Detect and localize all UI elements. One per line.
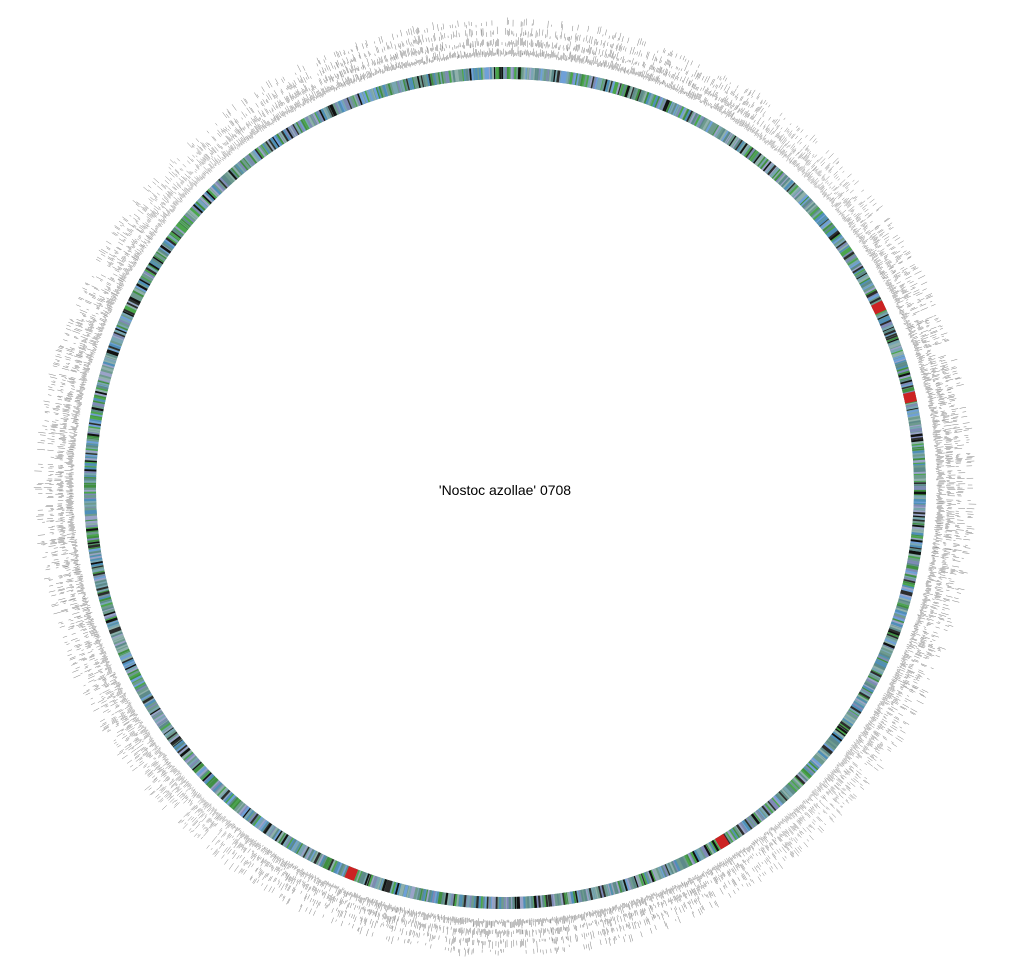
genome-title: 'Nostoc azollae' 0708 — [439, 482, 571, 498]
gene-ring — [83, 66, 927, 910]
highlighted-gene — [871, 300, 887, 315]
gene-label-ring — [33, 17, 977, 957]
highlighted-genes — [344, 300, 917, 881]
highlighted-gene — [903, 391, 917, 404]
highlighted-gene — [344, 866, 359, 881]
gene-label-ticks — [33, 17, 977, 957]
highlighted-gene — [714, 833, 730, 850]
